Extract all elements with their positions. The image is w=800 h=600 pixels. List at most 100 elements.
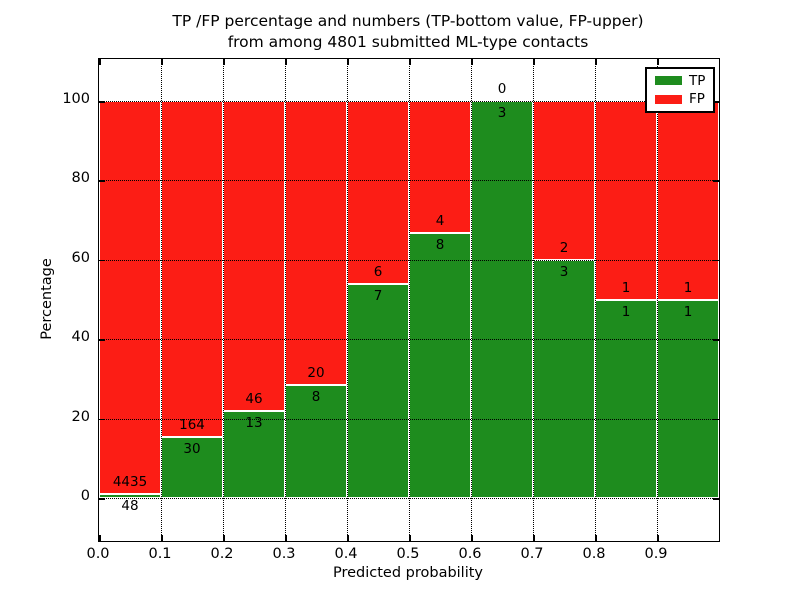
x-tick-label: 0.7 xyxy=(520,546,544,562)
fp-count-label: 1 xyxy=(683,279,693,296)
y-axis-label: Percentage xyxy=(39,258,55,340)
tp-bar-segment xyxy=(533,259,595,499)
v-gridline xyxy=(409,59,410,541)
fp-bar-segment xyxy=(99,101,161,494)
x-tick-mark xyxy=(533,535,535,541)
fp-count-label: 4 xyxy=(435,213,445,230)
y-tick-mark xyxy=(713,498,719,500)
tp-count-label: 3 xyxy=(497,105,507,122)
v-gridline xyxy=(471,59,472,541)
fp-count-label: 4435 xyxy=(112,473,148,490)
v-gridline xyxy=(347,59,348,541)
plot-area: 4435 48 164 30 46 13 20 8 6 7 4 8 0 3 2 3 1 1 1 1 xyxy=(98,58,720,542)
tp-count-label: 1 xyxy=(621,303,631,320)
tp-legend-swatch-icon xyxy=(655,76,682,86)
v-gridline xyxy=(223,59,224,541)
fp-count-label: 6 xyxy=(373,264,383,281)
tp-bar-segment xyxy=(161,436,223,499)
x-tick-label: 0.9 xyxy=(644,546,668,562)
x-tick-label: 0.4 xyxy=(334,546,358,562)
tp-count-label: 7 xyxy=(373,288,383,305)
tp-bar-segment xyxy=(285,384,347,499)
y-tick-mark xyxy=(99,101,105,103)
tp-count-label: 3 xyxy=(559,263,569,280)
v-gridline xyxy=(285,59,286,541)
fp-count-label: 164 xyxy=(179,416,205,433)
x-tick-mark xyxy=(347,535,349,541)
x-tick-mark xyxy=(471,535,473,541)
v-gridline xyxy=(657,59,658,541)
x-tick-mark xyxy=(471,59,473,65)
chart-title-line1: TP /FP percentage and numbers (TP-bottom… xyxy=(172,12,644,30)
v-gridline xyxy=(161,59,162,541)
x-tick-mark xyxy=(161,59,163,65)
y-tick-label: 40 xyxy=(71,329,90,346)
y-tick-mark xyxy=(713,180,719,182)
x-tick-label: 0.6 xyxy=(458,546,482,562)
fp-bar-segment xyxy=(161,101,223,437)
legend: TP FP xyxy=(645,67,715,113)
x-tick-label: 0.3 xyxy=(272,546,296,562)
y-tick-mark xyxy=(99,418,105,421)
fp-count-label: 2 xyxy=(559,239,569,256)
fp-legend-label: FP xyxy=(689,91,705,108)
legend-entry-tp: TP xyxy=(655,74,713,88)
fp-bar-segment xyxy=(409,101,471,234)
chart-title: TP /FP percentage and numbers (TP-bottom… xyxy=(98,11,718,53)
tp-bar-segment xyxy=(347,284,409,499)
x-tick-mark xyxy=(409,535,411,541)
x-axis-label: Predicted probability xyxy=(332,565,484,581)
fp-count-label: 0 xyxy=(497,81,507,98)
x-tick-mark xyxy=(595,535,597,541)
v-gridline xyxy=(595,59,596,541)
y-tick-label: 20 xyxy=(71,408,90,425)
tp-bar-segment xyxy=(99,493,161,499)
y-tick-label: 80 xyxy=(71,170,90,187)
x-tick-mark xyxy=(533,59,535,65)
x-tick-mark xyxy=(223,59,225,65)
fp-legend-swatch-icon xyxy=(655,94,682,104)
y-tick-mark xyxy=(99,498,105,500)
fp-count-label: 1 xyxy=(621,279,631,296)
x-tick-mark xyxy=(657,535,659,541)
fp-bar-segment xyxy=(223,101,285,411)
x-tick-mark xyxy=(285,59,287,65)
fp-bar-segment xyxy=(595,101,657,300)
x-tick-label: 0.5 xyxy=(396,546,420,562)
x-tick-mark xyxy=(347,59,349,65)
x-tick-mark xyxy=(223,535,225,541)
x-tick-mark xyxy=(285,535,287,541)
y-tick-mark xyxy=(99,339,105,341)
x-tick-mark xyxy=(99,59,101,65)
chart-title-line2: from among 4801 submitted ML-type contac… xyxy=(227,33,589,51)
y-tick-label: 60 xyxy=(71,249,90,266)
fp-bar-segment xyxy=(285,101,347,385)
y-tick-mark xyxy=(99,259,105,262)
tp-bar-segment xyxy=(595,299,657,499)
tp-count-label: 48 xyxy=(121,497,139,514)
tp-count-label: 1 xyxy=(683,303,693,320)
tp-bar-segment xyxy=(471,101,533,499)
v-gridline xyxy=(533,59,534,541)
x-tick-mark xyxy=(409,59,411,65)
y-tick-mark xyxy=(713,418,719,421)
x-tick-label: 0.2 xyxy=(210,546,234,562)
fp-bar-segment xyxy=(657,101,719,300)
y-tick-label: 0 xyxy=(80,488,90,505)
fp-bar-segment xyxy=(347,101,409,285)
tp-legend-label: TP xyxy=(689,72,706,89)
x-tick-mark xyxy=(99,535,101,541)
y-tick-mark xyxy=(713,339,719,341)
tp-count-label: 13 xyxy=(245,414,263,431)
tp-bar-segment xyxy=(657,299,719,499)
x-tick-label: 0.0 xyxy=(86,546,110,562)
x-tick-mark xyxy=(161,535,163,541)
tp-bar-segment xyxy=(409,233,471,499)
y-tick-mark xyxy=(713,101,719,103)
x-tick-label: 0.1 xyxy=(148,546,172,562)
y-tick-mark xyxy=(713,259,719,262)
fp-count-label: 20 xyxy=(307,364,325,381)
tp-count-label: 8 xyxy=(435,237,445,254)
legend-entry-fp: FP xyxy=(655,92,713,106)
